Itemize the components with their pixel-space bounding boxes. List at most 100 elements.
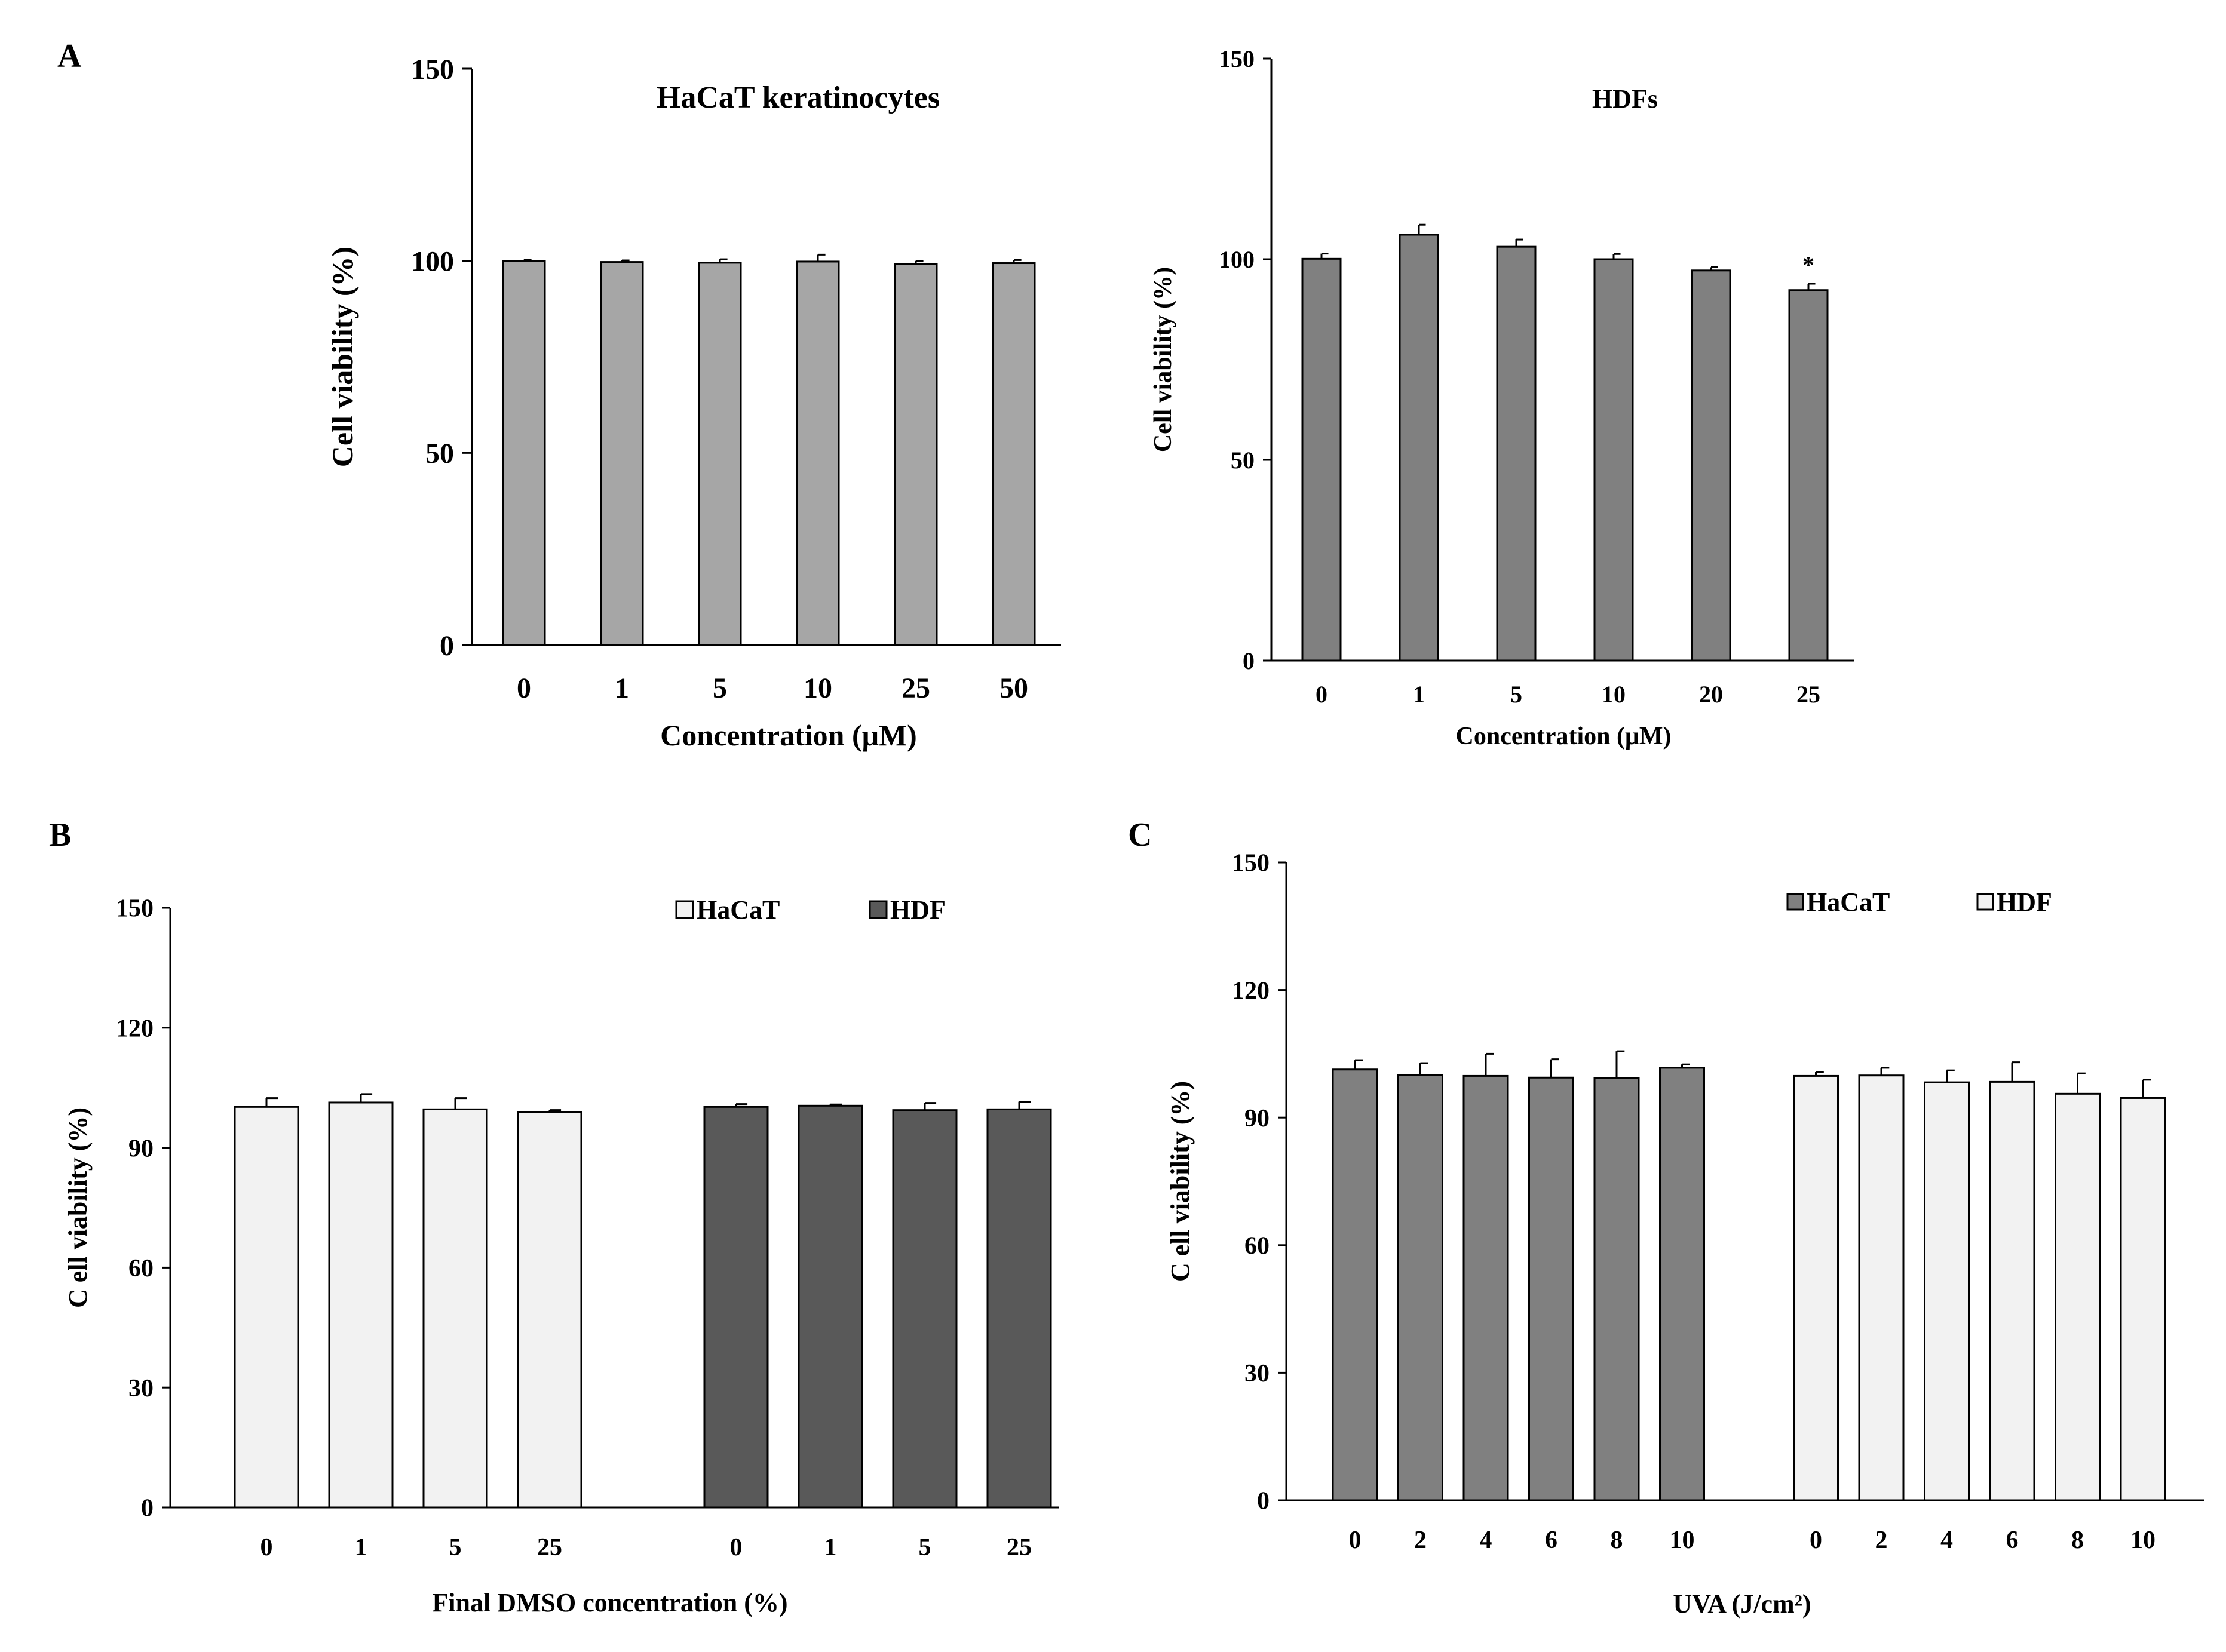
bar bbox=[1301, 257, 1342, 662]
legend-label: HDF bbox=[890, 895, 946, 925]
y-tick-label: 90 bbox=[128, 1135, 154, 1162]
bar bbox=[517, 1111, 582, 1509]
x-tick-label: 0 bbox=[260, 1534, 273, 1561]
y-tick-label: 150 bbox=[116, 895, 154, 923]
x-tick-label: 2 bbox=[1414, 1527, 1427, 1554]
bar bbox=[1989, 1080, 2035, 1501]
bar bbox=[1397, 1074, 1443, 1501]
bar bbox=[2055, 1092, 2101, 1501]
y-tick-label: 150 bbox=[411, 54, 454, 85]
legend-swatch bbox=[869, 900, 888, 919]
chart-hacat-keratinocytes: 0 50 100 150 0 1 5 10 25 50 HaCaT keratinocytes Con… bbox=[326, 54, 1061, 752]
x-tick-label: 25 bbox=[537, 1534, 562, 1561]
bar bbox=[1691, 269, 1731, 662]
x-tick-label: 10 bbox=[804, 673, 832, 704]
bar bbox=[1462, 1074, 1509, 1501]
bar bbox=[1924, 1081, 1970, 1501]
chart-title: HaCaT keratinocytes bbox=[657, 81, 940, 115]
x-tick-label: 2 bbox=[1875, 1527, 1888, 1554]
y-tick-label: 100 bbox=[411, 245, 454, 277]
x-tick-label: 8 bbox=[2071, 1527, 2084, 1554]
bar bbox=[1399, 234, 1439, 662]
chart-uva: 0 30 60 90 120 150 0 2 4 6 8 10 0 2 4 6 8 10 UVA (J/cm²) C … bbox=[1166, 850, 2204, 1619]
bar bbox=[2120, 1097, 2166, 1501]
bar bbox=[234, 1106, 299, 1509]
y-tick-label: 0 bbox=[1243, 647, 1255, 674]
panel-label-a: A bbox=[57, 38, 82, 75]
bar bbox=[992, 262, 1036, 646]
x-tick-label: 1 bbox=[1413, 681, 1425, 708]
x-axis-label: UVA (J/cm²) bbox=[1673, 1589, 1811, 1619]
x-tick-label: 10 bbox=[2130, 1527, 2156, 1554]
legend-label: HaCaT bbox=[1807, 888, 1890, 917]
y-tick-label: 50 bbox=[1231, 447, 1255, 474]
x-axis-label: Final DMSO concentration (%) bbox=[432, 1588, 787, 1617]
bar bbox=[798, 1104, 863, 1509]
y-tick-label: 0 bbox=[1257, 1488, 1270, 1515]
bar bbox=[502, 260, 546, 646]
bar bbox=[796, 260, 840, 646]
legend-label: HDF bbox=[1997, 888, 2052, 917]
chart-title: HDFs bbox=[1592, 84, 1658, 113]
panel-label-b: B bbox=[49, 816, 71, 853]
x-tick-label: 1 bbox=[355, 1534, 367, 1561]
bar bbox=[986, 1108, 1052, 1509]
chart-hdfs: 0 50 100 150 0 1 5 10 20 25 * HDFs Concentration (μM… bbox=[1149, 45, 1854, 750]
x-tick-label: 50 bbox=[999, 673, 1028, 704]
y-axis-label: C ell viability (%) bbox=[63, 1107, 93, 1308]
y-tick-label: 150 bbox=[1232, 850, 1270, 877]
y-axis-label: Cell viability (%) bbox=[326, 247, 359, 467]
x-tick-label: 4 bbox=[1480, 1527, 1492, 1554]
y-tick-label: 30 bbox=[128, 1375, 154, 1402]
y-tick-label: 0 bbox=[141, 1495, 154, 1522]
legend-label: HaCaT bbox=[697, 895, 780, 925]
x-tick-label: 0 bbox=[517, 673, 531, 704]
x-tick-label: 5 bbox=[919, 1534, 931, 1561]
x-tick-label: 4 bbox=[1940, 1527, 1953, 1554]
x-tick-label: 1 bbox=[615, 673, 629, 704]
y-tick-label: 100 bbox=[1219, 246, 1255, 273]
bar bbox=[600, 261, 644, 646]
y-axis-label: Cell viability (%) bbox=[1149, 267, 1177, 452]
y-tick-label: 60 bbox=[128, 1255, 154, 1282]
x-tick-label: 5 bbox=[449, 1534, 462, 1561]
y-tick-label: 90 bbox=[1244, 1105, 1270, 1132]
bar bbox=[1528, 1076, 1574, 1501]
bar bbox=[1332, 1068, 1378, 1501]
bar bbox=[328, 1101, 394, 1509]
x-tick-label: 25 bbox=[1007, 1534, 1032, 1561]
y-tick-label: 60 bbox=[1244, 1233, 1270, 1260]
x-tick-label: 25 bbox=[902, 673, 930, 704]
legend-swatch bbox=[675, 900, 694, 919]
x-tick-label: 0 bbox=[1810, 1527, 1822, 1554]
bar bbox=[1793, 1074, 1839, 1501]
x-tick-label: 0 bbox=[1316, 681, 1327, 708]
x-tick-label: 1 bbox=[824, 1534, 837, 1561]
y-tick-label: 50 bbox=[425, 438, 454, 469]
x-tick-label: 8 bbox=[1611, 1527, 1623, 1554]
bar bbox=[1593, 1077, 1640, 1501]
bar bbox=[703, 1106, 769, 1509]
bar bbox=[1788, 289, 1829, 662]
y-tick-label: 0 bbox=[440, 630, 454, 662]
x-tick-label: 0 bbox=[1349, 1527, 1362, 1554]
x-tick-label: 10 bbox=[1670, 1527, 1695, 1554]
bar bbox=[1659, 1067, 1705, 1501]
panel-label-c: C bbox=[1128, 816, 1152, 853]
chart-dmso: 0 30 60 90 120 150 0 1 5 25 0 1 5 25 Final DMSO concen… bbox=[63, 895, 1059, 1617]
y-tick-label: 120 bbox=[116, 1015, 154, 1043]
bar bbox=[894, 263, 938, 646]
x-tick-label: 10 bbox=[1602, 681, 1626, 708]
bar bbox=[892, 1109, 958, 1509]
x-tick-label: 0 bbox=[730, 1534, 743, 1561]
x-tick-label: 20 bbox=[1699, 681, 1723, 708]
x-tick-label: 5 bbox=[1510, 681, 1522, 708]
bar bbox=[698, 262, 742, 646]
legend-swatch bbox=[1976, 893, 1994, 911]
bar bbox=[422, 1108, 488, 1509]
x-tick-label: 5 bbox=[713, 673, 727, 704]
significance-marker: * bbox=[1802, 251, 1814, 278]
x-tick-label: 25 bbox=[1796, 681, 1820, 708]
y-axis-label: C ell viability (%) bbox=[1166, 1081, 1195, 1282]
